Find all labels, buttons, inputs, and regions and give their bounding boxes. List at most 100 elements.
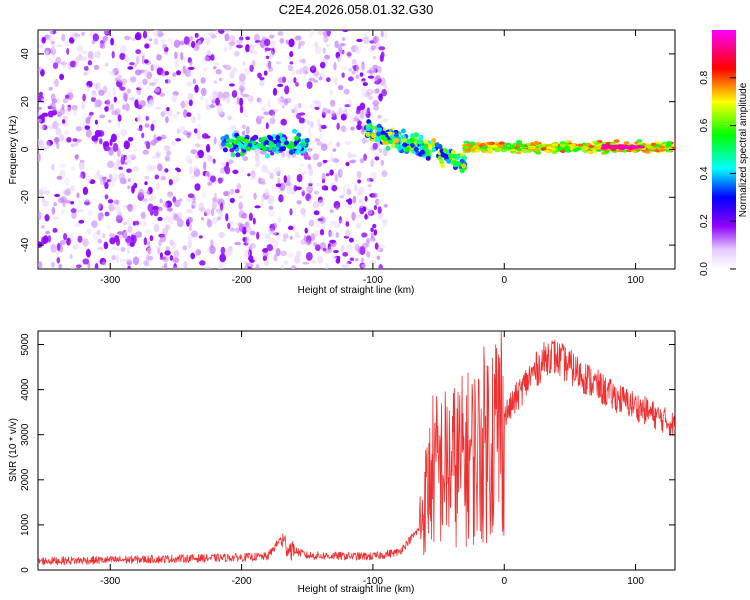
spectrogram-cell: [249, 259, 255, 263]
spectrogram-cell: [362, 82, 368, 87]
spectrogram-cell: [287, 252, 294, 259]
spectrogram-cell: [213, 66, 217, 70]
spectrogram-cell: [368, 96, 374, 100]
spectrogram-cell: [223, 47, 228, 52]
spectrogram-cell: [414, 132, 419, 138]
spectrogram-cell: [108, 119, 112, 124]
spectrogram-cell: [364, 213, 368, 220]
spectrogram-cell: [38, 44, 44, 49]
spectrogram-cell: [156, 136, 162, 141]
spectrogram-cell: [333, 249, 339, 254]
spectrogram-cell: [271, 147, 277, 153]
spectrogram-cell: [225, 161, 229, 168]
spectrogram-cell: [212, 217, 218, 225]
spectrogram-cell: [284, 140, 289, 146]
spectrogram-cell: [312, 153, 320, 161]
spectrogram-cell: [376, 131, 382, 137]
spectrogram-cell: [577, 143, 584, 147]
spectrogram-cell: [276, 233, 281, 242]
spectrogram-cell: [359, 157, 365, 164]
spectrogram-cell: [47, 110, 54, 118]
spectrogram-cell: [38, 153, 41, 162]
spectrogram-cell: [53, 137, 60, 143]
spectrogram-cell: [54, 78, 59, 88]
spectrogram-cell: [327, 140, 333, 146]
y-tick-label: 0: [20, 567, 31, 573]
spectrogram-cell: [308, 198, 313, 205]
y-tick-label: 4000: [20, 378, 31, 401]
spectrogram-cell: [280, 250, 287, 257]
spectrogram-cell: [193, 128, 198, 134]
spectrogram-cell: [314, 42, 319, 48]
spectrogram-cell: [337, 84, 344, 91]
spectrogram-cell: [154, 150, 162, 160]
spectrogram-cell: [241, 81, 246, 86]
spectrogram-cell: [213, 136, 217, 145]
spectrogram-cell: [314, 137, 321, 143]
spectrogram-cell: [301, 170, 307, 175]
spectrogram-cell: [239, 97, 244, 107]
spectrogram-cell: [173, 175, 180, 183]
spectrogram-marks: [38, 30, 675, 269]
spectrogram-cell: [281, 104, 285, 109]
spectrogram-cell: [248, 212, 253, 222]
spectrogram-cell: [211, 201, 217, 211]
spectrogram-cell: [63, 130, 70, 135]
spectrogram-cell: [99, 114, 106, 119]
spectrogram-cell: [129, 241, 135, 247]
spectrogram-cell: [38, 140, 45, 148]
spectrogram-cell: [380, 30, 384, 38]
spectrogram-cell: [306, 185, 314, 193]
spectrogram-cell: [222, 147, 228, 153]
spectrogram-cell: [143, 260, 148, 266]
spectrogram-cell: [169, 215, 174, 225]
spectrogram-cell: [238, 201, 243, 211]
spectrogram-cell: [261, 164, 268, 173]
spectrogram-cell: [205, 171, 211, 177]
spectrogram-cell: [302, 65, 309, 75]
colorbar-tick-label: 0.6: [699, 118, 710, 132]
spectrogram-cell: [166, 194, 172, 199]
colorbar-tick-label: 0.2: [699, 214, 710, 228]
spectrogram-cell: [56, 97, 61, 105]
spectrogram-cell: [474, 149, 481, 153]
spectrogram-cell: [74, 140, 79, 147]
x-tick-label: -100: [363, 576, 383, 587]
spectrogram-cell: [87, 50, 94, 60]
spectrogram-cell: [188, 71, 194, 76]
spectrogram-cell: [263, 111, 269, 116]
spectrogram-cell: [295, 149, 300, 155]
spectrogram-cell: [87, 210, 93, 217]
spectrogram-cell: [301, 187, 305, 192]
spectrogram-cell: [329, 239, 336, 244]
spectrogram-cell: [97, 246, 104, 251]
spectrogram-cell: [262, 252, 269, 257]
spectrogram-cell: [160, 134, 167, 140]
spectrogram-cell: [309, 139, 316, 143]
spectrogram-cell: [219, 202, 224, 211]
spectrogram-cell: [366, 107, 370, 113]
spectrogram-cell: [149, 235, 154, 242]
spectrogram-cell: [556, 146, 563, 150]
spectrogram-cell: [72, 244, 79, 250]
spectrogram-cell: [572, 148, 579, 152]
spectrogram-cell: [356, 214, 363, 218]
spectrogram-cell: [109, 237, 116, 245]
spectrogram-cell: [96, 169, 100, 177]
spectrogram-cell: [38, 106, 43, 111]
spectrogram-cell: [229, 227, 236, 232]
spectrogram-cell: [378, 148, 383, 154]
spectrogram-cell: [126, 204, 133, 210]
spectrogram-cell: [401, 137, 407, 143]
spectrogram-cell: [260, 137, 266, 143]
spectrogram-cell: [283, 98, 289, 106]
spectrogram-cell: [106, 224, 112, 230]
spectrogram-cell: [459, 168, 465, 174]
spectrogram-cell: [53, 202, 58, 207]
spectrogram-cell: [182, 109, 188, 118]
spectrogram-cell: [355, 74, 359, 79]
spectrogram-cell: [323, 34, 329, 43]
spectrogram-cell: [628, 147, 635, 151]
spectrogram-cell: [245, 125, 250, 135]
spectrogram-cell: [133, 182, 138, 189]
